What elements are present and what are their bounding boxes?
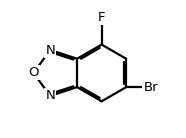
Text: O: O (28, 66, 39, 79)
Text: N: N (45, 43, 55, 56)
Text: F: F (98, 11, 105, 24)
Text: N: N (45, 89, 55, 102)
Text: Br: Br (144, 81, 158, 94)
